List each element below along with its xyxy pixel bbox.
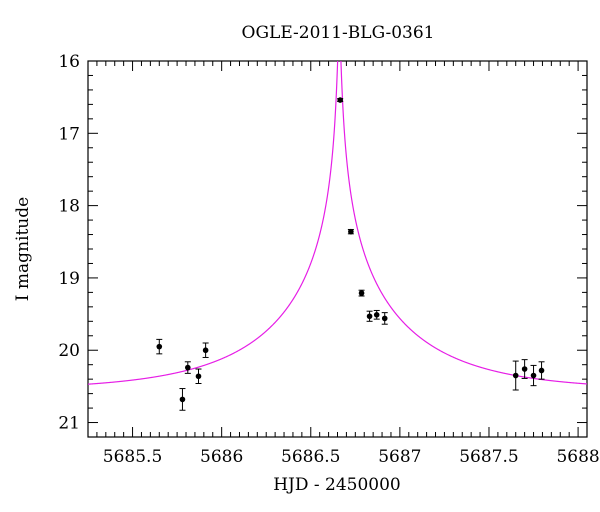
x-tick-label: 5687.5 — [459, 447, 518, 467]
model-curve — [88, 61, 587, 385]
chart-title: OGLE-2011-BLG-0361 — [242, 23, 435, 43]
x-tick-label: 5685.5 — [103, 447, 162, 467]
y-tick-label: 21 — [58, 414, 80, 434]
x-tick-labels: 5685.5 5686 5686.5 5687 5687.5 5688 — [103, 447, 600, 467]
data-point — [538, 361, 545, 380]
data-point — [195, 368, 202, 384]
data-marker — [337, 97, 343, 103]
data-point — [179, 388, 186, 411]
x-tick-label: 5687 — [378, 447, 421, 467]
data-marker — [366, 313, 373, 320]
data-marker — [381, 315, 388, 322]
x-tick-label: 5686.5 — [281, 447, 340, 467]
data-marker — [348, 228, 354, 235]
y-tick-label: 20 — [58, 341, 80, 361]
y-tick-label: 19 — [58, 269, 80, 289]
data-point — [373, 309, 380, 320]
data-marker — [156, 343, 163, 350]
data-point — [381, 312, 388, 325]
plot-area — [87, 60, 588, 438]
y-tick-label: 18 — [58, 197, 80, 217]
data-marker — [179, 396, 186, 403]
data-point — [512, 360, 519, 391]
data-point — [530, 364, 537, 387]
data-point — [184, 361, 191, 374]
data-marker — [538, 367, 545, 374]
x-tick-label: 5686 — [200, 447, 243, 467]
x-axis-title: HJD - 2450000 — [273, 475, 401, 495]
data-marker — [202, 347, 209, 354]
data-marker — [185, 364, 191, 371]
plot-frame — [87, 60, 588, 438]
data-marker — [512, 372, 519, 379]
y-tick-label: 16 — [58, 52, 80, 72]
data-point — [358, 289, 365, 297]
data-marker — [530, 372, 537, 379]
data-point — [366, 310, 373, 322]
y-tick-labels: 16 17 18 19 20 21 — [58, 52, 80, 434]
data-marker — [358, 290, 365, 296]
data-marker — [195, 373, 202, 380]
data-point — [156, 338, 163, 355]
tick-marks — [87, 60, 588, 438]
x-tick-label: 5688 — [556, 447, 599, 467]
model-curve-layer — [88, 61, 587, 385]
data-points-layer — [156, 97, 545, 411]
data-point — [347, 228, 354, 235]
data-point — [521, 359, 528, 379]
y-tick-label: 17 — [58, 124, 80, 144]
data-marker — [521, 366, 528, 372]
data-marker — [373, 312, 380, 318]
data-point — [337, 97, 344, 103]
data-point — [202, 342, 209, 358]
y-axis-title: I magnitude — [13, 197, 33, 301]
